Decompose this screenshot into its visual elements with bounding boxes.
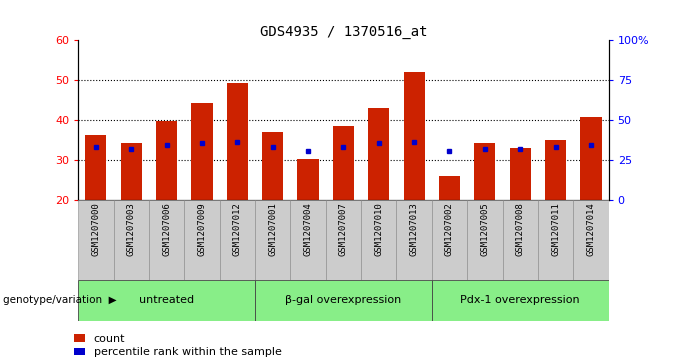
Bar [439,176,460,200]
Text: GSM1207010: GSM1207010 [374,202,384,256]
Text: GSM1207001: GSM1207001 [268,202,277,256]
Bar [156,121,177,200]
Bar [326,200,361,280]
Bar [120,143,142,200]
Bar [432,200,467,280]
Text: GSM1207005: GSM1207005 [480,202,490,256]
Bar [220,200,255,280]
Bar [78,200,114,280]
Text: GSM1207003: GSM1207003 [126,202,136,256]
Text: GSM1207012: GSM1207012 [233,202,242,256]
Title: GDS4935 / 1370516_at: GDS4935 / 1370516_at [260,25,427,39]
Bar [226,83,248,200]
Bar [262,132,284,200]
Bar [297,159,319,200]
Bar [509,148,531,200]
Bar [85,135,107,200]
Text: GSM1207014: GSM1207014 [586,202,596,256]
Bar [580,117,602,200]
Text: GSM1207011: GSM1207011 [551,202,560,256]
Text: genotype/variation  ▶: genotype/variation ▶ [3,295,117,305]
Text: GSM1207007: GSM1207007 [339,202,348,256]
Text: GSM1207004: GSM1207004 [303,202,313,256]
Legend: count, percentile rank within the sample: count, percentile rank within the sample [73,334,282,358]
Bar [432,280,609,321]
Text: β-gal overexpression: β-gal overexpression [286,295,401,305]
Bar [184,200,220,280]
Bar [403,72,425,200]
Bar [538,200,573,280]
Bar [545,140,566,200]
Bar [368,108,390,200]
Text: GSM1207002: GSM1207002 [445,202,454,256]
Text: GSM1207006: GSM1207006 [162,202,171,256]
Bar [474,143,496,200]
Bar [78,280,255,321]
Bar [573,200,609,280]
Bar [290,200,326,280]
Text: GSM1207009: GSM1207009 [197,202,207,256]
Text: Pdx-1 overexpression: Pdx-1 overexpression [460,295,580,305]
Bar [396,200,432,280]
Bar [149,200,184,280]
Bar [503,200,538,280]
Bar [467,200,503,280]
Text: GSM1207013: GSM1207013 [409,202,419,256]
Bar [361,200,396,280]
Bar [255,280,432,321]
Bar [255,200,290,280]
Bar [191,103,213,200]
Text: GSM1207000: GSM1207000 [91,202,101,256]
Text: GSM1207008: GSM1207008 [515,202,525,256]
Bar [333,126,354,200]
Bar [114,200,149,280]
Text: untreated: untreated [139,295,194,305]
